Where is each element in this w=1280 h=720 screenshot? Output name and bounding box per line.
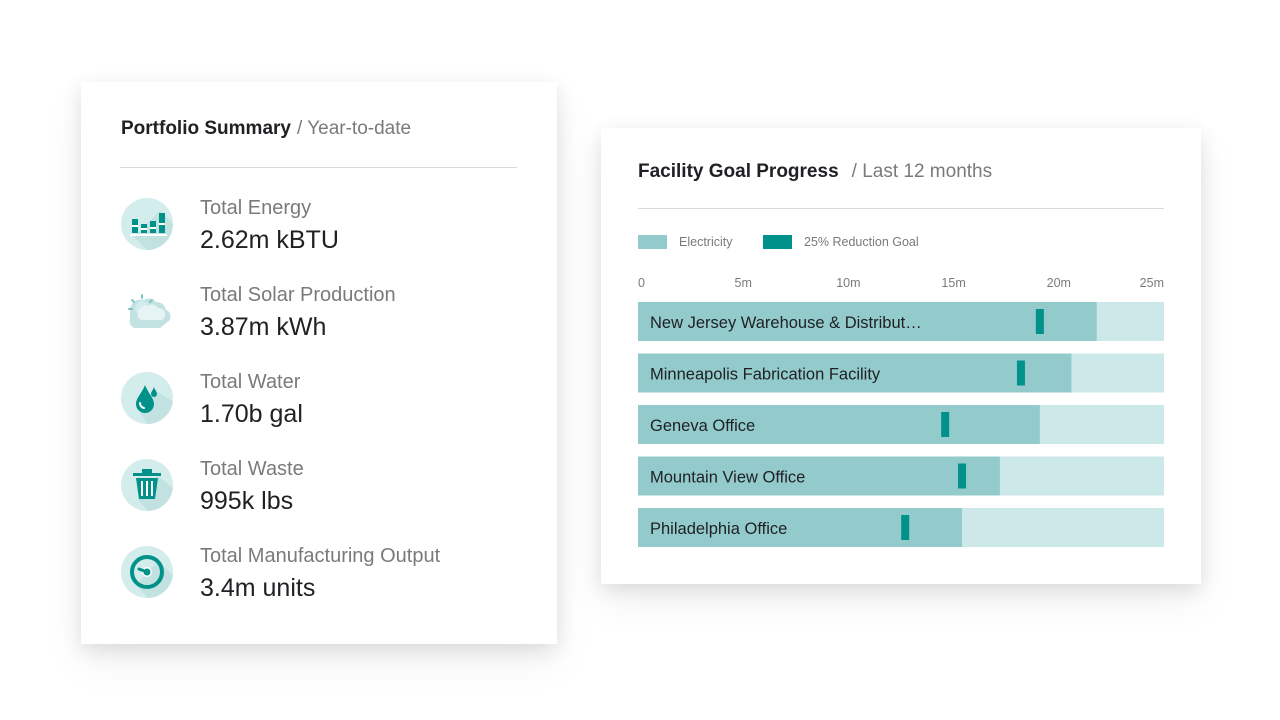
card-title-period: / Year-to-date [296,118,412,139]
bar-category-label: New Jersey Warehouse & Distribut… [650,314,922,332]
x-tick-label: 15m [941,276,965,290]
divider [120,167,517,168]
facility-goal-title: Facility Goal Progress / Last 12 months [638,161,992,183]
metric-total-manufacturing: Total Manufacturing Output 3.4m units [120,545,540,615]
card-title-period: / Last 12 months [851,161,993,182]
energy-bars-icon [121,198,173,250]
gauge-icon [121,546,173,598]
card-title-main: Facility Goal Progress [638,161,839,182]
metric-total-energy: Total Energy 2.62m kBTU [120,197,540,267]
legend-label: Electricity [679,235,733,249]
electricity-bar [638,302,1097,341]
reduction-goal-marker [1035,309,1044,334]
bar-category-label: Philadelphia Office [650,520,787,538]
x-tick-label: 0 [638,276,645,290]
legend-label: 25% Reduction Goal [804,235,919,249]
metric-total-waste: Total Waste 995k lbs [120,458,540,528]
portfolio-summary-title: Portfolio Summary / Year-to-date [121,118,411,140]
reduction-goal-marker [901,515,910,540]
solar-sun-cloud-icon [128,294,171,328]
metric-value: 1.70b gal [200,400,303,428]
x-tick-label: 5m [735,276,752,290]
reduction-goal-marker [958,463,967,489]
bar-category-label: Geneva Office [650,417,755,435]
electricity-bar [638,456,1000,496]
metric-label: Total Manufacturing Output [200,545,441,567]
legend-swatch [638,235,667,249]
facility-goal-card: Facility Goal Progress / Last 12 months E… [601,128,1201,584]
portfolio-summary-card: Portfolio Summary / Year-to-date Total En… [81,82,557,644]
facility-goal-chart: 0 5m 10m 15m 20m 25m New Jersey Warehouse & Di… [638,276,1164,547]
metric-value: 3.87m kWh [200,313,327,341]
metric-value: 3.4m units [200,574,316,602]
metric-value: 2.62m kBTU [200,226,339,254]
metric-label: Total Energy [200,197,312,219]
bar-category-label: Mountain View Office [650,469,805,487]
metric-total-solar: Total Solar Production 3.87m kWh [120,284,540,354]
metric-value: 995k lbs [200,487,294,515]
x-tick-label: 20m [1047,276,1071,290]
reduction-goal-marker [1016,360,1025,386]
card-title-main: Portfolio Summary [121,118,291,139]
x-tick-label: 25m [1140,276,1164,290]
x-tick-label: 10m [836,276,860,290]
bar-category-label: Minneapolis Fabrication Facility [650,366,881,384]
metric-label: Total Water [200,371,301,393]
metric-label: Total Solar Production [200,284,396,306]
metric-total-water: Total Water 1.70b gal [120,371,540,441]
metric-label: Total Waste [200,458,304,480]
divider [638,208,1164,209]
trash-can-icon [121,459,173,511]
legend-swatch [763,235,792,249]
water-drop-icon [121,372,173,424]
electricity-bar [638,353,1072,393]
reduction-goal-marker [941,412,950,437]
electricity-bar [638,405,1040,444]
